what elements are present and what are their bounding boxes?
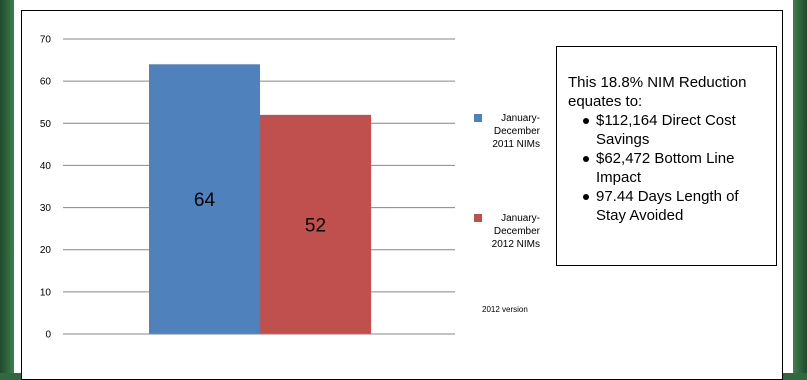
legend-label-2011: January- December 2011 NIMs: [492, 113, 540, 150]
legend-label-2012: January- December 2012 NIMs: [491, 213, 540, 250]
bar-2012: [260, 114, 371, 334]
legend-item-2012: January- December 2012 NIMs: [474, 212, 540, 251]
legend-swatch-2012: [474, 214, 482, 222]
bar-value-label: 64: [194, 190, 216, 211]
y-tick-label: 0: [45, 330, 51, 341]
y-tick-label: 70: [40, 35, 52, 46]
summary-bullet: 97.44 Days Length of Stay Avoided: [582, 187, 768, 225]
bar-value-label: 52: [305, 215, 326, 236]
y-tick-label: 50: [40, 119, 52, 130]
legend-swatch-2011: [474, 114, 482, 122]
y-tick-label: 40: [40, 161, 52, 172]
summary-bullet: $62,472 Bottom Line Impact: [582, 149, 768, 187]
left-frame: [0, 0, 14, 373]
y-tick-label: 10: [40, 287, 52, 298]
summary-bullets: $112,164 Direct Cost Savings $62,472 Bot…: [568, 111, 768, 225]
y-axis-ticks: 0 10 20 30 40 50 60 70: [40, 35, 52, 341]
right-frame: [793, 0, 807, 373]
y-tick-label: 60: [40, 77, 52, 88]
bar-2011: [149, 64, 260, 335]
bar-value-labels: 64 52: [194, 190, 326, 236]
bars: [149, 64, 371, 335]
y-tick-label: 20: [40, 245, 52, 256]
version-label: 2012 version: [482, 305, 528, 314]
legend-item-2011: January- December 2011 NIMs: [474, 112, 540, 151]
y-tick-label: 30: [40, 203, 52, 214]
summary-intro: This 18.8% NIM Reduction equates to:: [568, 74, 747, 110]
summary-bullet: $112,164 Direct Cost Savings: [582, 111, 768, 149]
summary-box: This 18.8% NIM Reduction equates to: $11…: [556, 46, 777, 266]
